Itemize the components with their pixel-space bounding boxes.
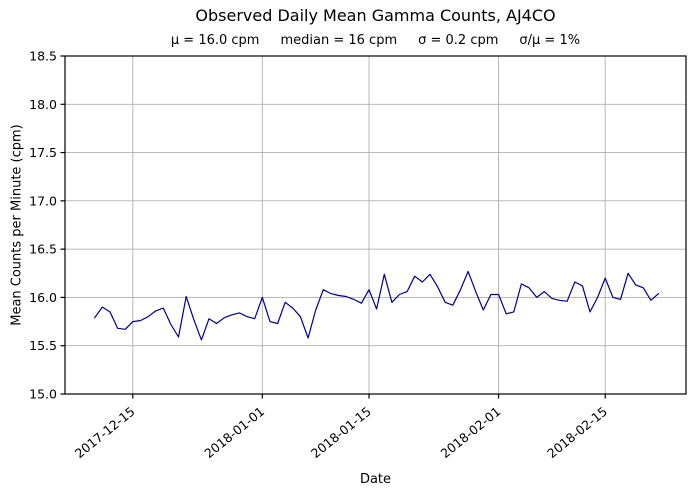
- chart-title: Observed Daily Mean Gamma Counts, AJ4CO: [195, 6, 556, 25]
- y-tick-label: 16.0: [29, 290, 57, 305]
- y-tick-label: 18.0: [29, 97, 57, 112]
- data-line: [94, 270, 660, 341]
- stat-median: median = 16 cpm: [280, 33, 398, 48]
- x-tick-label: 2017-12-15: [72, 404, 138, 461]
- y-tick-label: 18.5: [29, 49, 57, 64]
- y-tick-label: 17.0: [29, 193, 57, 208]
- stat-mean: μ = 16.0 cpm: [170, 33, 260, 48]
- y-tick-label: 17.5: [29, 145, 57, 160]
- x-tick-label: 2018-01-15: [308, 404, 374, 461]
- plot-border: [64, 55, 687, 395]
- stat-sigma-over-mu: σ/μ = 1%: [519, 33, 581, 48]
- y-tick-label: 15.5: [29, 338, 57, 353]
- x-tick-label: 2018-02-15: [544, 404, 610, 461]
- x-axis-label: Date: [359, 472, 392, 487]
- stat-sigma: σ = 0.2 cpm: [418, 33, 499, 48]
- y-tick-label: 15.0: [29, 387, 57, 402]
- chart-subtitle: μ = 16.0 cpm median = 16 cpm σ = 0.2 cpm…: [65, 33, 686, 48]
- y-axis-label: Mean Counts per Minute (cpm): [9, 124, 25, 326]
- y-tick-label: 16.5: [29, 242, 57, 257]
- x-tick-label: 2018-02-01: [438, 404, 504, 461]
- x-tick-label: 2018-01-01: [201, 404, 267, 461]
